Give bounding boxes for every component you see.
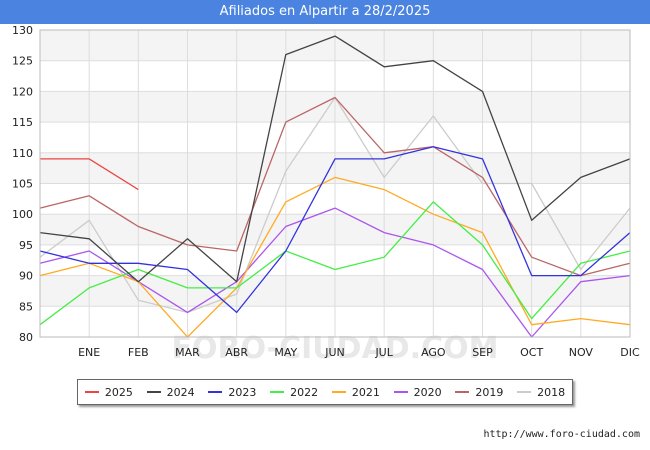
legend-label: 2023 xyxy=(228,385,257,399)
series-line-2023 xyxy=(39,146,631,314)
series-line-2022 xyxy=(39,201,631,326)
y-tick-label: 120 xyxy=(12,85,33,98)
x-tick-label: ENE xyxy=(78,346,100,359)
x-tick-label: SEP xyxy=(472,346,493,359)
y-tick-label: 105 xyxy=(12,178,33,191)
legend-swatch xyxy=(517,391,532,393)
y-tick-label: 95 xyxy=(19,239,33,252)
series-line-2025 xyxy=(40,158,139,191)
y-tick-label: 115 xyxy=(12,116,33,129)
legend-item-2023: 2023 xyxy=(208,386,256,399)
chart-title: Afiliados en Alpartir a 28/2/2025 xyxy=(0,0,650,24)
y-tick-label: 80 xyxy=(19,331,33,344)
x-tick-label: FEB xyxy=(128,346,149,359)
series-line-2024 xyxy=(39,35,631,283)
plot-frame xyxy=(39,29,631,338)
legend-swatch xyxy=(270,391,285,393)
y-tick-label: 100 xyxy=(12,208,33,221)
legend-item-2019: 2019 xyxy=(455,386,503,399)
legend-item-2021: 2021 xyxy=(331,385,380,399)
x-tick-label: JUL xyxy=(374,346,393,359)
y-tick-label: 85 xyxy=(19,300,33,313)
legend-item-2018: 2018 xyxy=(517,386,565,399)
legend-item-2020: 2020 xyxy=(393,385,442,399)
y-tick-label: 125 xyxy=(12,55,33,68)
legend-label: 2020 xyxy=(413,385,442,399)
y-tick-label: 90 xyxy=(19,270,33,283)
y-tick-labels: 80 85 90 95 100 105 110 115 120 125 130 xyxy=(12,24,33,344)
source-url[interactable]: http://www.foro-ciudad.com xyxy=(483,429,640,440)
legend-label: 2024 xyxy=(166,385,195,399)
legend-label: 2019 xyxy=(475,385,504,399)
legend-swatch xyxy=(455,391,470,393)
legend: 2025 2024 2023 2022 2021 2020 2019 2018 xyxy=(77,379,573,405)
legend-swatch xyxy=(331,391,346,393)
x-tick-label: MAY xyxy=(274,346,297,359)
x-tick-label: JUN xyxy=(324,346,345,359)
legend-label: 2022 xyxy=(290,385,319,399)
y-tick-label: 110 xyxy=(12,147,33,160)
x-tick-label: ABR xyxy=(225,346,248,359)
legend-item-2024: 2024 xyxy=(146,385,195,399)
x-tick-label: DIC xyxy=(620,346,640,359)
legend-label: 2018 xyxy=(537,385,566,399)
axes xyxy=(39,29,631,338)
legend-item-2022: 2022 xyxy=(270,386,318,399)
x-tick-labels: ENE FEB MAR ABR MAY JUN JUL AGO SEP OCT NOV DIC xyxy=(78,346,640,359)
legend-label: 2021 xyxy=(351,385,380,399)
legend-swatch xyxy=(84,391,99,393)
legend-label: 2025 xyxy=(104,385,133,399)
x-tick-label: AGO xyxy=(421,346,446,359)
x-tick-label: NOV xyxy=(569,346,594,359)
y-tick-label: 130 xyxy=(12,24,33,37)
legend-swatch xyxy=(146,391,161,393)
series-line-2019 xyxy=(39,96,631,277)
legend-item-2025: 2025 xyxy=(84,385,133,399)
x-tick-label: MAR xyxy=(175,346,200,359)
legend-swatch xyxy=(208,391,223,393)
x-tick-label: OCT xyxy=(520,346,543,359)
legend-swatch xyxy=(393,391,408,393)
